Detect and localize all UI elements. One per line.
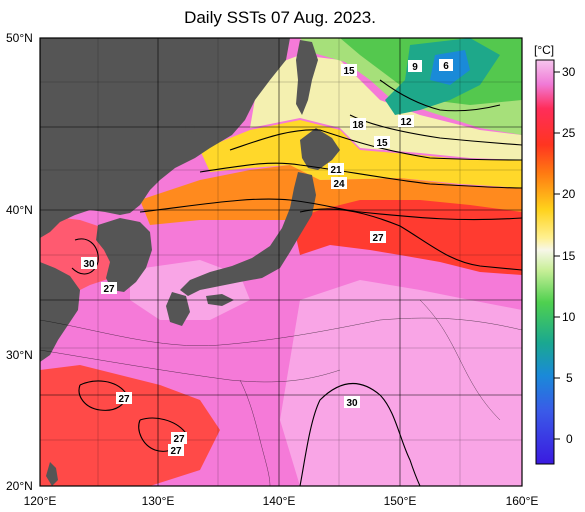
lat-label-20: 20°N — [6, 479, 33, 493]
colorbar-tick-5: 5 — [566, 371, 573, 385]
lon-label-120: 120°E — [24, 494, 57, 508]
sea-surface-temperature-field — [40, 38, 522, 486]
land-mass — [40, 38, 340, 486]
lat-label-50: 50°N — [6, 31, 33, 45]
latitude-labels: 50°N 40°N 30°N 20°N — [6, 31, 33, 493]
colorbar-tick-15: 15 — [562, 249, 576, 263]
lat-label-40: 40°N — [6, 203, 33, 217]
contour-label: 21 — [330, 165, 342, 176]
contour-label: 24 — [333, 179, 345, 190]
lat-label-30: 30°N — [6, 348, 33, 362]
contour-label: 15 — [376, 138, 388, 149]
contour-label: 27 — [103, 284, 115, 295]
contour-label: 15 — [343, 66, 355, 77]
colorbar-tick-20: 20 — [562, 187, 576, 201]
map-title: Daily SSTs 07 Aug. 2023. — [184, 8, 376, 27]
contour-label: 27 — [170, 446, 182, 457]
contour-label: 27 — [118, 394, 130, 405]
contour-label: 9 — [412, 62, 418, 73]
lon-label-130: 130°E — [142, 494, 175, 508]
colorbar-tick-0: 0 — [566, 432, 573, 446]
contour-label: 6 — [443, 61, 449, 72]
contour-label: 12 — [400, 117, 412, 128]
contour-label: 30 — [83, 259, 95, 270]
colorbar: [°C] 30 25 20 15 10 5 0 — [534, 43, 576, 465]
contour-label: 18 — [352, 120, 364, 131]
colorbar-unit: [°C] — [534, 43, 554, 57]
colorbar-tick-10: 10 — [562, 310, 576, 324]
contour-label: 27 — [372, 233, 384, 244]
longitude-labels: 120°E 130°E 140°E 150°E 160°E — [24, 494, 539, 508]
contour-label: 27 — [173, 434, 185, 445]
colorbar-tick-25: 25 — [562, 126, 576, 140]
lon-label-150: 150°E — [384, 494, 417, 508]
lon-label-140: 140°E — [263, 494, 296, 508]
contour-labels: 15 9 6 18 12 15 21 24 27 30 27 27 30 27 … — [81, 59, 453, 457]
colorbar-tick-30: 30 — [562, 65, 576, 79]
contour-label: 30 — [346, 398, 358, 409]
graticule — [39, 37, 523, 487]
lon-label-160: 160°E — [506, 494, 539, 508]
